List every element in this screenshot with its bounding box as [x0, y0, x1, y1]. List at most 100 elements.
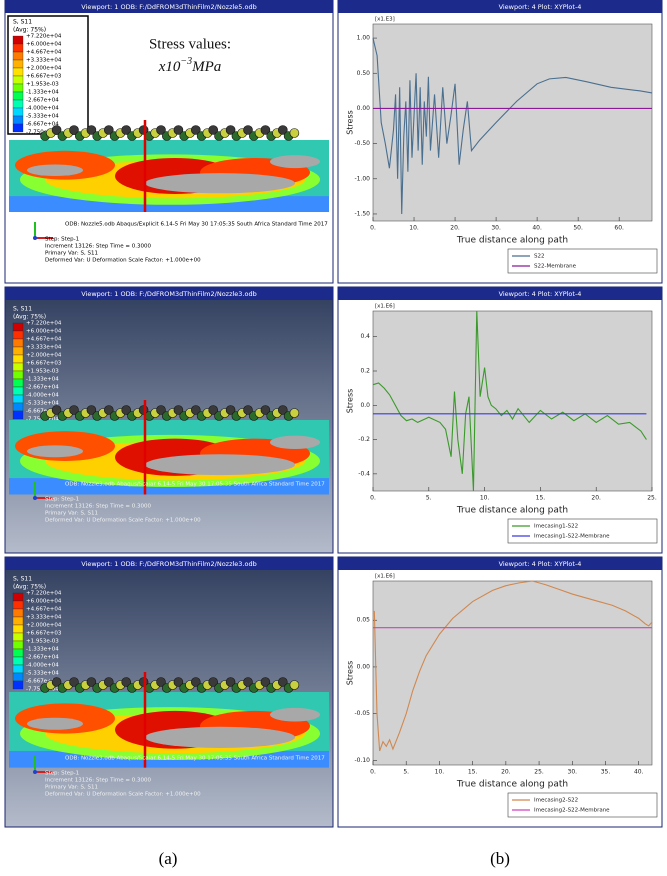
- legend-value: -1.333e+04: [26, 377, 59, 383]
- legend-swatch: [13, 68, 23, 76]
- legend-title: S, S11: [13, 19, 32, 26]
- legend-swatch: [13, 673, 23, 681]
- legend-swatch: [13, 633, 23, 641]
- x-tick-label: 10.: [480, 495, 490, 502]
- viewport-title: Viewport: 4 Plot: XYPlot-4: [499, 3, 582, 11]
- legend-value: +7.220e+04: [26, 321, 62, 327]
- legend-swatch: [13, 116, 23, 124]
- x-tick-label: 15.: [468, 769, 478, 776]
- legend-value: +7.220e+04: [26, 591, 62, 597]
- legend-value: -5.333e+04: [26, 671, 59, 677]
- legend-subtitle: (Avg: 75%): [13, 314, 46, 321]
- legend-value: +2.000e+04: [26, 623, 62, 629]
- triad-z: [33, 496, 37, 500]
- legend-box: [508, 249, 657, 273]
- legend-value: +2.000e+04: [26, 353, 62, 359]
- x-tick-label: 10.: [435, 769, 445, 776]
- legend-entry: Imecasing2-S22: [534, 798, 578, 804]
- legend-value: +1.953e-03: [26, 369, 59, 375]
- legend-swatch: [13, 681, 23, 689]
- model-zone: [145, 173, 295, 193]
- legend-swatch: [13, 331, 23, 339]
- legend-value: +4.667e+04: [26, 337, 62, 343]
- legend-swatch: [13, 387, 23, 395]
- legend-value: -4.000e+04: [26, 106, 59, 112]
- legend-swatch: [13, 641, 23, 649]
- info-text: Deformed Var: U Deformation Scale Factor…: [45, 518, 201, 524]
- model-zone: [145, 727, 295, 748]
- legend-value: -1.333e+04: [26, 647, 59, 653]
- legend-entry: S22-Membrane: [534, 264, 577, 270]
- viewport-title: Viewport: 1 ODB: F:/DdFROM3dThinFilm2/No…: [81, 560, 256, 568]
- triad-z: [33, 236, 37, 240]
- info-text: Deformed Var: U Deformation Scale Factor…: [45, 258, 201, 264]
- x-tick-label: 20.: [591, 495, 601, 502]
- legend-swatch: [13, 379, 23, 387]
- x-tick-label: 10.: [409, 225, 419, 232]
- legend-swatch: [13, 76, 23, 84]
- y-tick-label: 0.50: [357, 70, 371, 77]
- x-tick-label: 5.: [403, 769, 409, 776]
- legend-value: -2.667e+04: [26, 385, 59, 391]
- y-tick-label: 1.00: [357, 35, 371, 42]
- legend-value: +7.220e+04: [26, 34, 62, 40]
- x-tick-label: 20.: [450, 225, 460, 232]
- legend-swatch: [13, 124, 23, 132]
- info-text: Primary Var: S, S11: [45, 251, 98, 257]
- legend-value: -5.333e+04: [26, 401, 59, 407]
- legend-value: -4.000e+04: [26, 393, 59, 399]
- y-tick-label: -0.50: [354, 140, 370, 147]
- viewport-title: Viewport: 4 Plot: XYPlot-4: [499, 560, 582, 568]
- legend-value: +6.000e+04: [26, 599, 62, 605]
- info-text: Increment 13126: Step Time = 0.3000: [45, 504, 151, 510]
- y-tick-label: -1.50: [354, 210, 370, 217]
- annotation-unit-text: MPa: [191, 59, 221, 75]
- viewport-title: Viewport: 1 ODB: F:/DdFROM3dThinFilm2/No…: [81, 290, 256, 298]
- model-zone: [27, 718, 83, 730]
- legend-value: -4.000e+04: [26, 663, 59, 669]
- legend-swatch: [13, 649, 23, 657]
- legend-swatch: [13, 44, 23, 52]
- model-zone: [270, 436, 320, 449]
- x-tick-label: 50.: [573, 225, 583, 232]
- annotation-exponent: −3: [180, 56, 192, 67]
- legend-value: -5.333e+04: [26, 114, 59, 120]
- x-tick-label: 60.: [614, 225, 624, 232]
- legend-subtitle: (Avg: 75%): [13, 27, 46, 34]
- x-tick-label: 15.: [536, 495, 546, 502]
- legend-entry: Imecasing2-S22-Membrane: [534, 808, 610, 814]
- info-text: Step: Step-1: [45, 771, 79, 777]
- viewport-title: Viewport: 1 ODB: F:/DdFROM3dThinFilm2/No…: [81, 3, 256, 11]
- y-tick-label: 0.05: [357, 617, 371, 624]
- legend-value: +6.667e+03: [26, 74, 62, 80]
- x-axis-label: True distance along path: [456, 780, 568, 790]
- legend-swatch: [13, 339, 23, 347]
- y-tick-label: 0.4: [360, 333, 370, 340]
- legend-value: +3.333e+04: [26, 615, 62, 621]
- info-text: Step: Step-1: [45, 237, 79, 243]
- legend-swatch: [13, 371, 23, 379]
- y-tick-label: 0.00: [357, 105, 371, 112]
- y-axis-label: Stress: [346, 110, 355, 135]
- info-text: Increment 13126: Step Time = 0.3000: [45, 244, 151, 250]
- x-tick-label: 40.: [634, 769, 644, 776]
- legend-swatch: [13, 617, 23, 625]
- y-tick-label: 0.00: [357, 663, 371, 670]
- legend-swatch: [13, 411, 23, 419]
- x-tick-label: 0.: [370, 495, 376, 502]
- x-tick-label: 5.: [426, 495, 432, 502]
- triad-z: [33, 770, 37, 774]
- model-zone: [27, 445, 83, 457]
- legend-swatch: [13, 593, 23, 601]
- legend-swatch: [13, 601, 23, 609]
- particle: [290, 409, 299, 418]
- info-text: Increment 13126: Step Time = 0.3000: [45, 778, 151, 784]
- legend-value: +4.667e+04: [26, 607, 62, 613]
- legend-swatch: [13, 657, 23, 665]
- model-zone: [270, 155, 320, 168]
- legend-value: +4.667e+04: [26, 50, 62, 56]
- info-text: Primary Var: S, S11: [45, 511, 98, 517]
- legend-swatch: [13, 60, 23, 68]
- legend-swatch: [13, 84, 23, 92]
- legend-value: +3.333e+04: [26, 345, 62, 351]
